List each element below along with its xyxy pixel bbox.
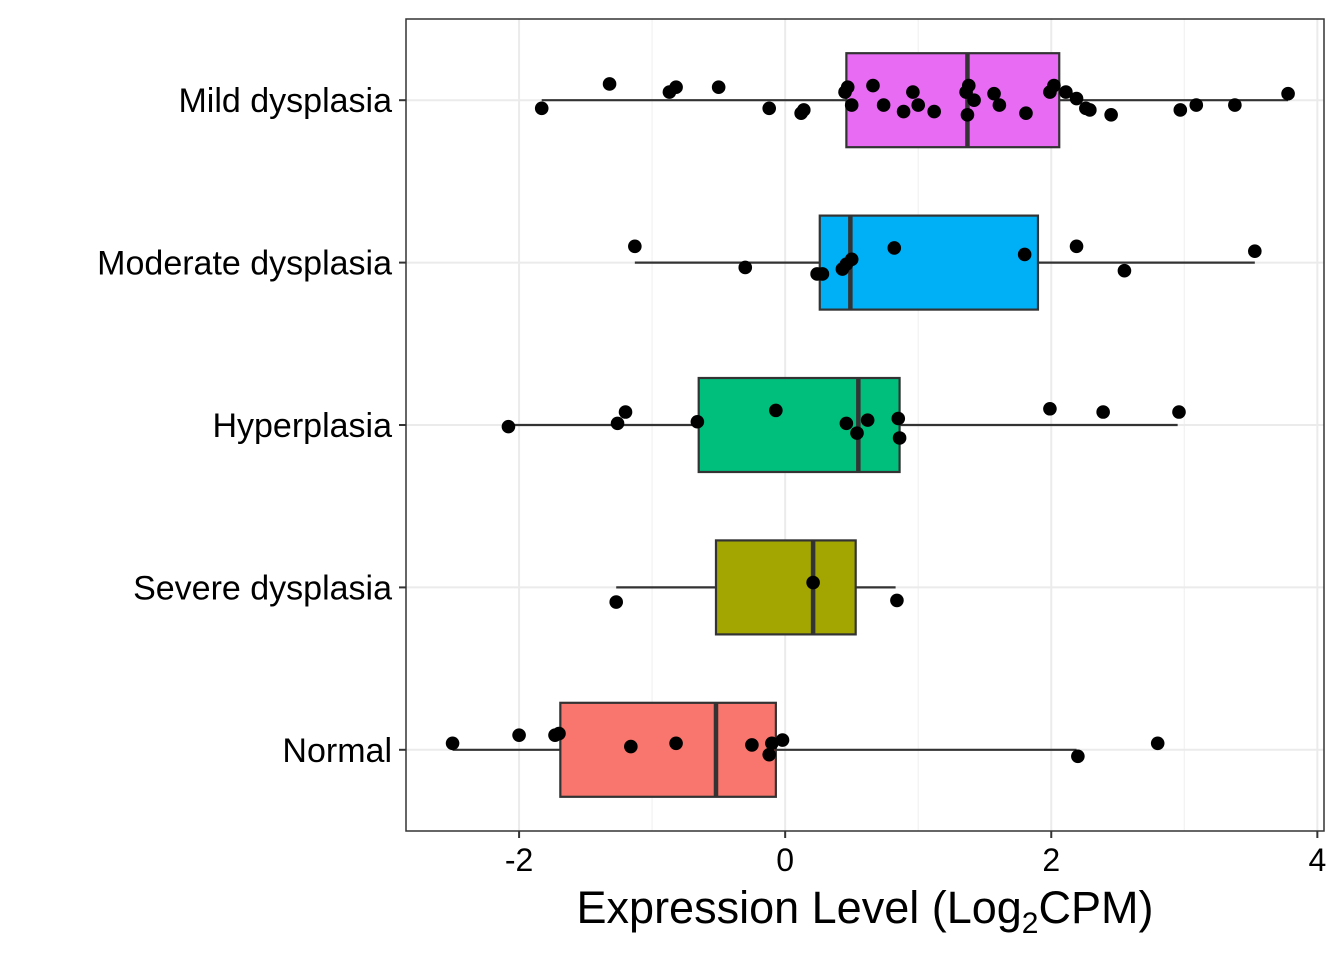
data-point xyxy=(860,413,875,427)
data-point xyxy=(445,736,460,751)
data-point xyxy=(906,85,920,99)
x-axis-title-prefix: Expression Level (Log xyxy=(577,882,1022,933)
data-point xyxy=(501,419,516,434)
data-point xyxy=(628,239,642,254)
data-point xyxy=(896,104,911,119)
y-tick-label-moderate-dysplasia: Moderate dysplasia xyxy=(97,245,392,283)
data-point xyxy=(711,80,726,95)
data-point xyxy=(892,431,907,445)
data-point xyxy=(1071,749,1085,764)
data-point xyxy=(669,736,683,751)
data-point xyxy=(762,747,777,762)
data-point xyxy=(609,595,624,609)
data-point xyxy=(669,80,683,95)
y-tick-label-mild-dysplasia: Mild dysplasia xyxy=(178,82,392,120)
data-point xyxy=(961,78,976,93)
data-point xyxy=(1069,91,1084,106)
data-point xyxy=(769,403,783,418)
data-point xyxy=(1173,103,1188,117)
data-point xyxy=(738,260,753,275)
data-point xyxy=(534,101,549,116)
data-point xyxy=(1017,247,1032,262)
data-point xyxy=(602,77,617,91)
data-point xyxy=(850,426,864,440)
data-point xyxy=(1189,98,1204,112)
data-point xyxy=(775,733,790,747)
x-tick-label: 0 xyxy=(776,842,794,878)
data-point xyxy=(745,738,759,752)
y-axis: Mild dysplasia Moderate dysplasia Hyperpla… xyxy=(97,82,406,770)
data-point xyxy=(624,739,638,754)
data-point xyxy=(1096,405,1110,419)
data-point xyxy=(797,103,811,117)
data-point xyxy=(1069,239,1084,254)
data-point xyxy=(890,593,904,608)
x-axis-title: Expression Level (Log2CPM) xyxy=(577,882,1154,940)
data-point xyxy=(1047,78,1061,93)
data-point xyxy=(876,98,891,112)
data-point xyxy=(887,241,902,255)
data-point xyxy=(960,108,975,122)
x-tick-label: 4 xyxy=(1308,842,1326,878)
box-mild-dysplasia xyxy=(845,52,1061,149)
x-axis: -2 0 2 4 xyxy=(505,831,1326,878)
data-point xyxy=(610,416,625,431)
x-tick-label: -2 xyxy=(505,842,533,878)
data-point xyxy=(1228,98,1242,112)
data-point xyxy=(815,267,830,281)
y-tick-label-normal: Normal xyxy=(282,732,392,770)
data-point xyxy=(866,78,880,93)
data-point xyxy=(987,86,1001,101)
data-point xyxy=(512,728,526,742)
data-point xyxy=(762,101,777,116)
data-point xyxy=(552,726,566,741)
x-tick-label: 2 xyxy=(1042,842,1060,878)
data-point xyxy=(1117,263,1132,278)
x-axis-title-subscript: 2 xyxy=(1022,907,1039,940)
data-point xyxy=(1150,736,1165,751)
data-point xyxy=(1248,244,1262,259)
data-point xyxy=(927,104,941,119)
data-point xyxy=(806,575,820,590)
data-point xyxy=(891,411,906,426)
data-point xyxy=(1172,405,1186,419)
data-point xyxy=(765,736,779,751)
box-normal xyxy=(559,701,777,798)
box-severe-dysplasia xyxy=(714,539,857,636)
y-tick-label-hyperplasia: Hyperplasia xyxy=(212,407,392,445)
data-point xyxy=(844,252,859,267)
data-point xyxy=(1019,106,1033,120)
data-point xyxy=(844,98,859,112)
data-point xyxy=(690,414,705,429)
points xyxy=(445,77,1295,764)
data-point xyxy=(1104,108,1118,122)
data-point xyxy=(840,80,855,95)
y-tick-label-severe-dysplasia: Severe dysplasia xyxy=(133,569,392,607)
data-point xyxy=(1281,86,1295,101)
data-point xyxy=(1083,103,1097,117)
data-point xyxy=(967,93,981,107)
data-point xyxy=(839,416,854,431)
data-point xyxy=(618,405,633,419)
data-point xyxy=(992,98,1007,112)
data-point xyxy=(1043,401,1057,416)
data-point xyxy=(1059,85,1073,99)
data-point xyxy=(911,98,926,112)
x-axis-title-suffix: CPM) xyxy=(1038,882,1153,933)
